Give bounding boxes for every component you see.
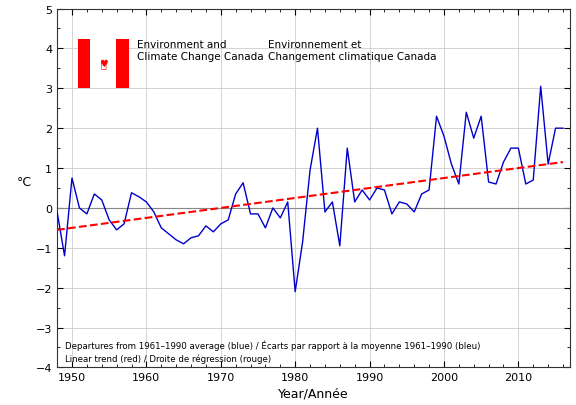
Text: Environnement et
Changement climatique Canada: Environnement et Changement climatique C… — [268, 40, 436, 62]
Bar — [116, 40, 129, 88]
Text: ♥: ♥ — [99, 59, 108, 69]
Bar — [78, 40, 90, 88]
Text: 🍁: 🍁 — [100, 59, 106, 69]
Text: Departures from 1961–1990 average (blue) / Écarts par rapport à la moyenne 1961–: Departures from 1961–1990 average (blue)… — [65, 340, 480, 350]
Bar — [90, 40, 116, 88]
X-axis label: Year/Année: Year/Année — [278, 386, 349, 399]
Y-axis label: °C: °C — [17, 175, 32, 188]
Text: Linear trend (red) / Droite de régression (rouge): Linear trend (red) / Droite de régressio… — [65, 354, 271, 363]
Text: Environment and
Climate Change Canada: Environment and Climate Change Canada — [137, 40, 263, 62]
